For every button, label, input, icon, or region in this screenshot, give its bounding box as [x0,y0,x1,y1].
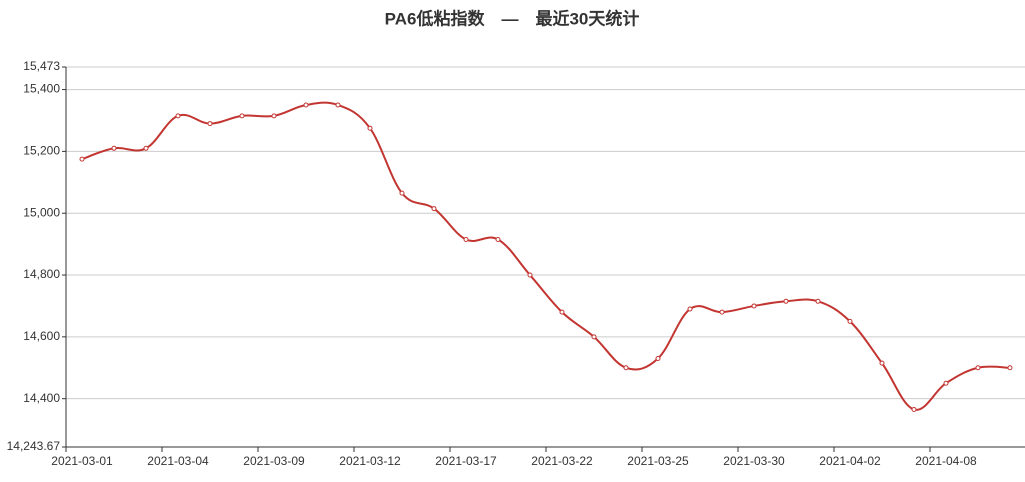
y-tick-label: 15,400 [23,82,60,96]
point [335,102,341,108]
y-tick-label: 15,200 [23,144,60,158]
point [911,406,917,412]
point [111,145,117,151]
point [719,309,725,315]
y-tick-label: 14,800 [23,267,60,281]
y-tick-label: 15,000 [23,205,60,219]
point [143,145,149,151]
point [79,156,85,162]
point [495,236,501,242]
y-tick-label: 14,243.67 [7,439,61,453]
point [431,206,437,212]
point [399,190,405,196]
x-tick-label: 2021-04-08 [915,454,977,468]
x-tick-label: 2021-03-22 [531,454,593,468]
point [975,365,981,371]
point [527,272,533,278]
point [271,113,277,119]
point [303,102,309,108]
y-tick-label: 14,400 [23,391,60,405]
point [559,309,565,315]
chart-title: PA6低粘指数 — 最近30天统计 [385,8,640,28]
point [879,360,885,366]
point [751,303,757,309]
point [175,113,181,119]
point [783,298,789,304]
point [1007,365,1013,371]
point [623,365,629,371]
y-tick-label: 15,473 [23,59,60,73]
point [239,113,245,119]
x-tick-label: 2021-03-01 [51,454,113,468]
x-tick-label: 2021-03-09 [243,454,305,468]
point [815,298,821,304]
point [847,318,853,324]
point [687,306,693,312]
point [591,334,597,340]
point [207,121,213,127]
x-tick-label: 2021-03-12 [339,454,401,468]
y-tick-label: 14,600 [23,329,60,343]
point [463,236,469,242]
point [655,355,661,361]
x-tick-label: 2021-03-17 [435,454,497,468]
x-tick-label: 2021-03-04 [147,454,209,468]
x-tick-label: 2021-04-02 [819,454,881,468]
x-tick-label: 2021-03-25 [627,454,689,468]
point [943,380,949,386]
series-line [81,101,1011,411]
point [367,125,373,131]
x-tick-label: 2021-03-30 [723,454,785,468]
